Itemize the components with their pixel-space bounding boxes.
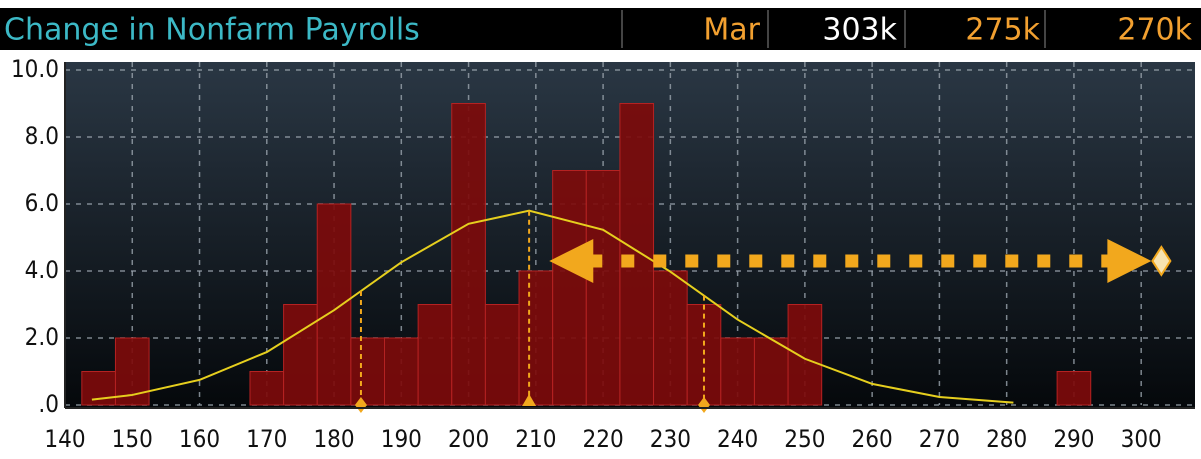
x-tick-label: 170 xyxy=(246,425,287,453)
bar xyxy=(585,170,621,406)
bar xyxy=(619,103,655,406)
bar xyxy=(81,371,116,406)
bar xyxy=(249,371,285,406)
bar xyxy=(653,270,688,406)
marker xyxy=(522,394,537,406)
bar xyxy=(316,203,352,406)
y-tick-label: 2.0 xyxy=(25,323,59,351)
bar xyxy=(753,337,789,406)
chart-title: Change in Nonfarm Payrolls xyxy=(4,13,420,48)
x-tick-label: 230 xyxy=(650,425,691,453)
header-value: 275k xyxy=(965,13,1040,48)
x-tick-label: 250 xyxy=(784,425,825,453)
y-tick-label: 10.0 xyxy=(11,55,59,83)
arrow-head xyxy=(1107,238,1152,283)
x-tick-label: 240 xyxy=(717,425,758,453)
bar xyxy=(518,270,554,406)
x-tick-label: 180 xyxy=(313,425,354,453)
bar xyxy=(350,337,385,406)
x-tick-label: 140 xyxy=(44,425,85,453)
x-tick-label: 280 xyxy=(986,425,1027,453)
bar xyxy=(787,304,823,406)
y-tick-label: 8.0 xyxy=(25,122,59,150)
x-tick-label: 300 xyxy=(1121,425,1162,453)
bar xyxy=(484,304,520,406)
x-tick-label: 160 xyxy=(179,425,220,453)
bar xyxy=(552,170,587,406)
header-bar xyxy=(0,8,1201,50)
x-tick-label: 200 xyxy=(448,425,489,453)
bar xyxy=(417,304,453,406)
arrow-head xyxy=(549,238,594,283)
header-actual: 303k xyxy=(822,13,897,48)
y-tick-label: 4.0 xyxy=(25,256,59,284)
y-tick-label: 6.0 xyxy=(25,189,59,217)
bar xyxy=(383,337,419,406)
x-tick-label: 220 xyxy=(582,425,623,453)
header-value: 270k xyxy=(1117,13,1192,48)
bar xyxy=(720,337,755,406)
bar xyxy=(451,103,486,406)
x-tick-label: 260 xyxy=(852,425,893,453)
bar xyxy=(114,337,150,406)
x-tick-label: 290 xyxy=(1053,425,1094,453)
x-tick-label: 210 xyxy=(515,425,556,453)
header-period: Mar xyxy=(703,13,760,48)
arrow-end xyxy=(1151,245,1172,277)
x-tick-label: 150 xyxy=(112,425,153,453)
bar xyxy=(1056,371,1092,406)
bar xyxy=(283,304,318,406)
x-tick-label: 190 xyxy=(381,425,422,453)
y-tick-label: .0 xyxy=(38,390,59,418)
x-tick-label: 270 xyxy=(919,425,960,453)
